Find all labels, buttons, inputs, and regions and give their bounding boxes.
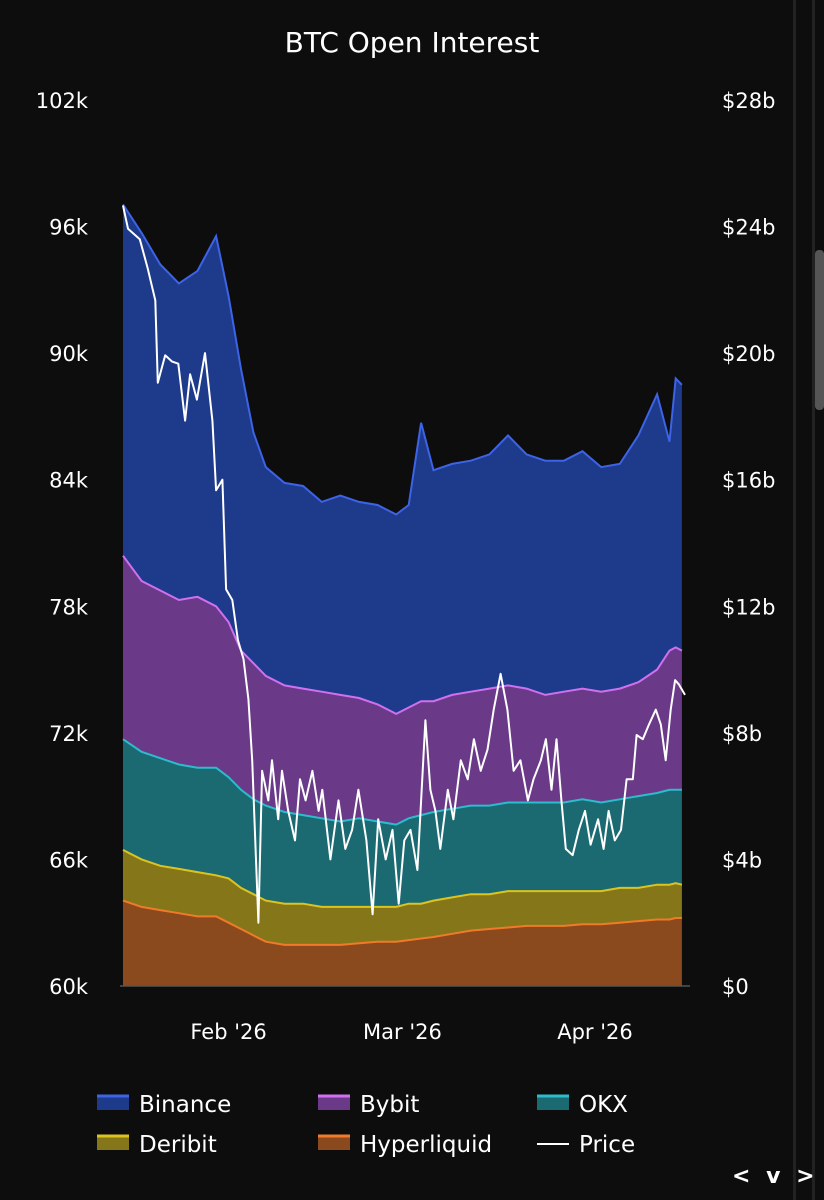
right-tick-label: $0 [722,975,749,999]
area-binance [123,204,682,714]
chart-title: BTC Open Interest [285,26,540,59]
x-tick-label: Mar '26 [363,1020,442,1044]
legend-swatch [318,1096,350,1110]
legend-item-okx[interactable]: OKX [537,1092,628,1118]
scrollbar-thumb[interactable] [815,250,824,410]
price-line-group [122,205,686,924]
price-line [122,205,686,924]
area-okx [123,739,682,907]
legend-item-hyperliquid[interactable]: Hyperliquid [318,1132,492,1158]
line-okx [122,738,682,826]
legend-item-deribit[interactable]: Deribit [97,1132,217,1158]
legend: Binance Bybit OKX Deribit Hyperliquid Price [97,1092,635,1158]
scroll-track-line [793,0,796,1200]
legend-label: Binance [139,1092,231,1118]
right-tick-label: $16b [722,469,775,493]
area-hyperliquid [123,900,682,986]
x-axis-ticks: Feb '26 Mar '26 Apr '26 [190,1020,632,1044]
scroll-track-line [812,0,815,1200]
right-tick-label: $4b [722,848,762,872]
legend-label: Deribit [139,1132,217,1158]
right-tick-label: $20b [722,342,775,366]
legend-label: OKX [579,1092,628,1118]
line-hyperliquid [122,899,682,946]
legend-item-bybit[interactable]: Bybit [318,1092,419,1118]
left-tick-label: 72k [49,722,89,746]
left-tick-label: 84k [49,469,89,493]
area-deribit [123,849,682,945]
left-tick-label: 60k [49,975,89,999]
left-tick-label: 102k [36,89,89,113]
left-tick-label: 96k [49,216,89,240]
right-tick-label: $24b [722,216,775,240]
nav-controls[interactable]: < v > [732,1164,819,1189]
y-axis-ticks: 60k 66k 72k 78k 84k 90k 96k 102k $0 $4b $8b $12b $16… [36,89,776,999]
left-tick-label: 78k [49,595,89,619]
left-tick-label: 66k [49,848,89,872]
x-tick-label: Feb '26 [190,1020,266,1044]
x-tick-label: Apr '26 [557,1020,633,1044]
line-bybit [122,555,683,716]
line-binance [122,203,683,516]
legend-label: Bybit [360,1092,419,1118]
legend-swatch [97,1096,129,1110]
right-tick-label: $8b [722,722,762,746]
right-tick-label: $12b [722,595,775,619]
legend-label: Hyperliquid [360,1132,492,1158]
legend-swatch [537,1096,569,1110]
legend-label: Price [579,1132,635,1158]
legend-swatch [318,1136,350,1150]
right-tick-label: $28b [722,89,775,113]
legend-swatch [97,1136,129,1150]
line-deribit [122,849,683,908]
legend-item-price[interactable]: Price [537,1132,635,1158]
legend-item-binance[interactable]: Binance [97,1092,231,1118]
left-tick-label: 90k [49,342,89,366]
